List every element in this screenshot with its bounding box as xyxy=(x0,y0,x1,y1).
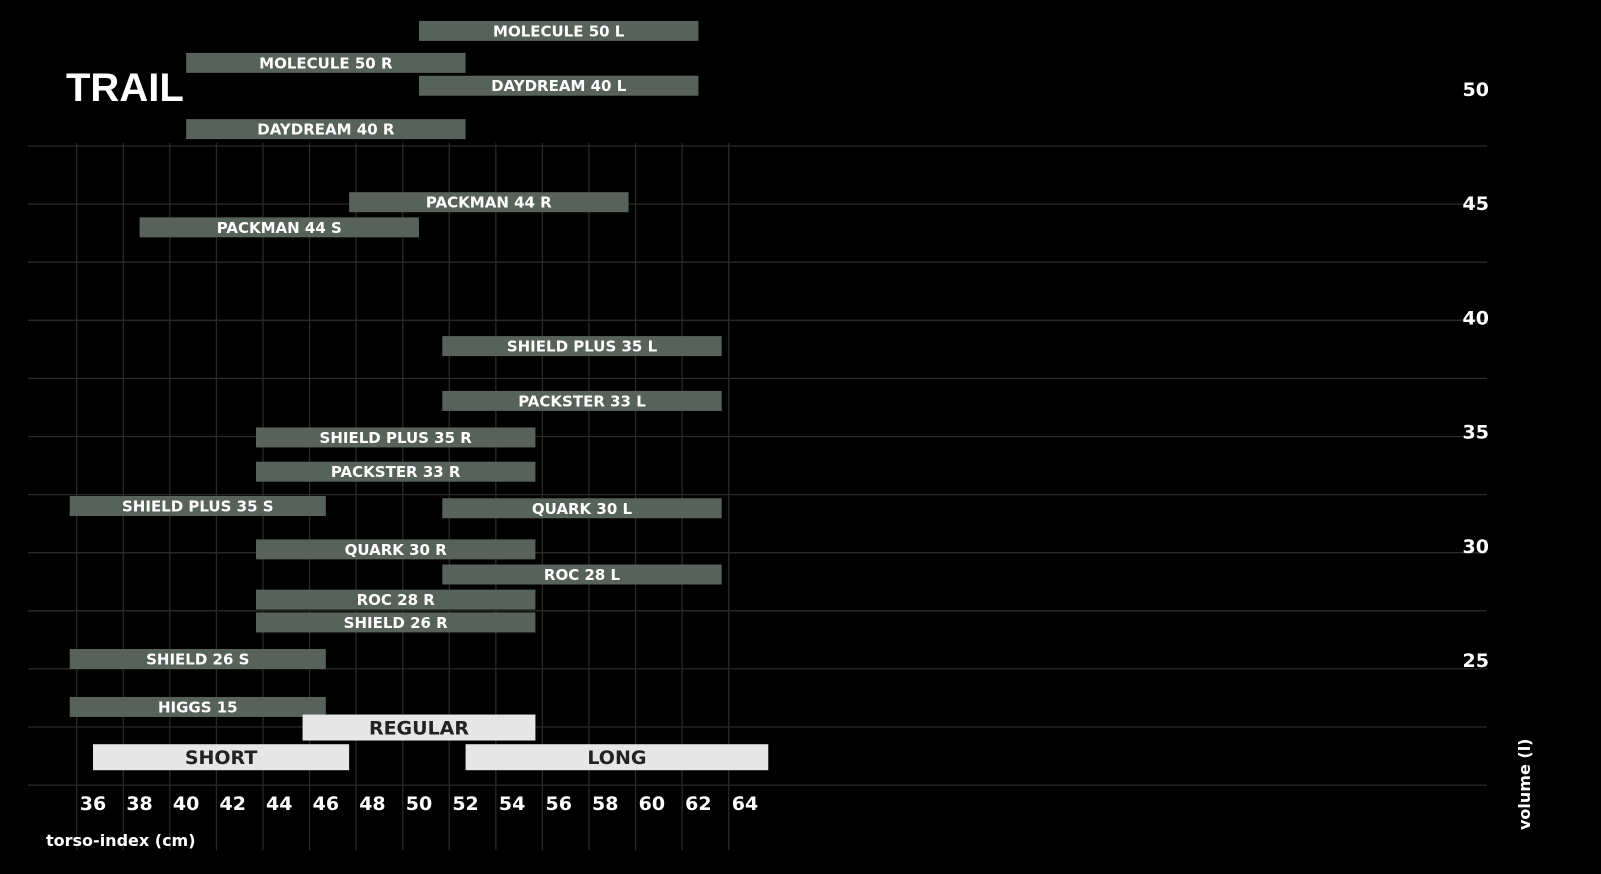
bar-label: PACKMAN 44 S xyxy=(217,219,342,237)
range-bar xyxy=(418,75,699,96)
range-bar xyxy=(255,427,536,448)
y-axis-ticks: 25 30 35 40 45 50 xyxy=(1463,79,1489,672)
bars: MOLECULE 50 L MOLECULE 50 R DAYDREAM 40 L D… xyxy=(69,20,769,771)
bar-label: PACKSTER 33 R xyxy=(331,463,461,481)
x-tick-label: 58 xyxy=(592,793,618,815)
x-tick-label: 50 xyxy=(406,793,432,815)
x-tick-label: 54 xyxy=(499,793,525,815)
range-bar xyxy=(69,696,326,717)
size-category-bar xyxy=(93,744,350,771)
size-category-label: REGULAR xyxy=(369,718,469,740)
range-bar xyxy=(255,539,536,560)
x-tick-label: 46 xyxy=(313,793,339,815)
x-tick-label: 64 xyxy=(732,793,758,815)
range-bar xyxy=(255,612,536,633)
y-tick-label: 30 xyxy=(1463,536,1489,558)
bar-label: SHIELD PLUS 35 L xyxy=(507,338,658,356)
y-axis-label: volume (l) xyxy=(1515,739,1534,831)
x-tick-label: 52 xyxy=(452,793,478,815)
x-tick-label: 38 xyxy=(126,793,152,815)
range-bar xyxy=(442,564,722,585)
size-category-bar xyxy=(302,714,536,741)
range-bar xyxy=(442,336,722,357)
range-bar xyxy=(186,52,466,73)
range-bar xyxy=(139,217,419,238)
bar-label: PACKSTER 33 L xyxy=(518,392,646,410)
x-tick-label: 48 xyxy=(359,793,385,815)
range-bar xyxy=(418,20,699,41)
bar-label: SHIELD 26 R xyxy=(344,614,449,632)
bar-label: MOLECULE 50 R xyxy=(259,54,393,72)
size-category-label: SHORT xyxy=(185,747,258,769)
bar-label: MOLECULE 50 L xyxy=(493,22,625,40)
size-category-label: LONG xyxy=(587,747,646,769)
x-tick-label: 60 xyxy=(639,793,665,815)
bar-label: SHIELD 26 S xyxy=(146,651,249,669)
bar-label: QUARK 30 R xyxy=(345,541,448,559)
x-tick-label: 40 xyxy=(173,793,199,815)
chart-title: TRAIL xyxy=(66,66,184,110)
x-tick-label: 44 xyxy=(266,793,292,815)
bar-label: ROC 28 L xyxy=(544,566,621,584)
x-tick-label: 56 xyxy=(545,793,571,815)
bar-label: PACKMAN 44 R xyxy=(426,194,552,212)
bar-label: HIGGS 15 xyxy=(158,698,238,716)
bar-label: SHIELD PLUS 35 R xyxy=(320,429,473,447)
y-tick-label: 50 xyxy=(1463,79,1489,101)
range-bar xyxy=(442,498,722,519)
x-axis-label: torso-index (cm) xyxy=(46,831,196,850)
y-tick-label: 25 xyxy=(1463,650,1489,672)
x-tick-label: 36 xyxy=(80,793,106,815)
range-bar xyxy=(255,589,536,610)
x-tick-label: 42 xyxy=(219,793,245,815)
bar-label: ROC 28 R xyxy=(357,591,436,609)
range-bar xyxy=(442,390,722,411)
size-category-bar xyxy=(465,744,769,771)
x-axis-ticks: 36 38 40 42 44 46 48 50 52 54 56 58 60 62 64 xyxy=(80,793,758,815)
range-bar xyxy=(69,495,326,516)
range-bar xyxy=(69,649,326,669)
range-bar xyxy=(349,192,629,213)
range-bar xyxy=(186,119,466,140)
y-tick-label: 35 xyxy=(1463,422,1489,444)
bar-label: QUARK 30 L xyxy=(532,500,633,518)
bar-label: DAYDREAM 40 R xyxy=(257,121,395,139)
bar-label: DAYDREAM 40 L xyxy=(491,77,627,95)
range-bar xyxy=(255,461,536,482)
x-tick-label: 62 xyxy=(685,793,711,815)
bar-label: SHIELD PLUS 35 S xyxy=(122,497,274,515)
y-tick-label: 45 xyxy=(1463,193,1489,215)
y-tick-label: 40 xyxy=(1463,307,1489,329)
